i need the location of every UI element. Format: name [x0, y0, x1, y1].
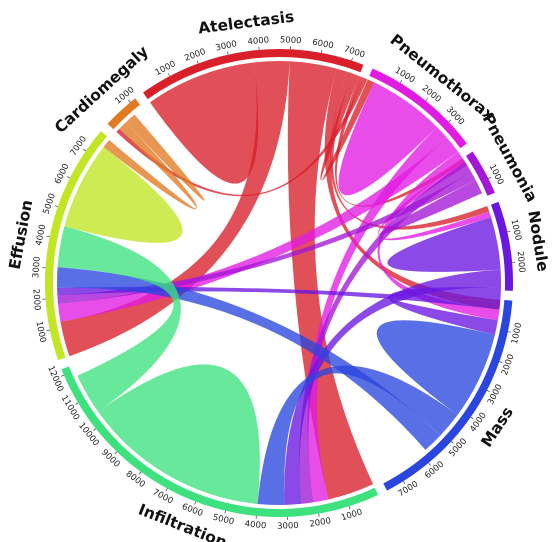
tick-mark-mass-4000 — [470, 416, 474, 420]
ribbon-nodule-effusion — [57, 286, 501, 310]
tick-mark-atelectasis-3000 — [227, 51, 229, 55]
ribbon-atelectasis-pneumothorax — [320, 73, 375, 181]
tick-label-nodule-1000: 1000 — [508, 218, 522, 241]
tick-label-atelectasis-3000: 3000 — [215, 39, 238, 53]
group-label-mass: Mass — [478, 404, 517, 451]
ribbon-infiltration-effusion — [57, 226, 181, 412]
tick-label-infiltration-12000: 12000 — [45, 364, 65, 393]
tick-mark-effusion-5000 — [54, 205, 58, 208]
group-arc-atelectasis[interactable] — [143, 49, 364, 100]
ribbon-cardiomegaly-cardiomegaly — [125, 114, 205, 201]
group-arc-pneumonia[interactable] — [465, 151, 495, 196]
ribbon-atelectasis-atelectasis — [150, 62, 259, 184]
group-arcs-layer — [45, 49, 513, 517]
tick-mark-infiltration-10000 — [93, 428, 97, 431]
tick-mark-infiltration-11000 — [75, 402, 79, 405]
tick-label-infiltration-3000: 3000 — [277, 521, 299, 532]
ribbon-atelectasis-nodule — [330, 71, 490, 230]
tick-mark-effusion-6000 — [67, 176, 71, 179]
tick-mark-infiltration-5000 — [224, 510, 226, 514]
ribbon-nodule-mass — [388, 287, 501, 335]
tick-label-mass-2000: 2000 — [500, 353, 517, 377]
tick-label-effusion-1000: 1000 — [33, 320, 47, 343]
tick-label-atelectasis-5000: 5000 — [280, 35, 302, 46]
group-arc-cardiomegaly[interactable] — [107, 98, 141, 130]
tick-label-infiltration-5000: 5000 — [212, 513, 235, 528]
tick-label-atelectasis-2000: 2000 — [183, 47, 207, 64]
tick-label-atelectasis-4000: 4000 — [247, 35, 269, 47]
tick-label-effusion-4000: 4000 — [34, 224, 48, 247]
tick-mark-infiltration-12000 — [61, 374, 65, 377]
tick-label-atelectasis-7000: 7000 — [342, 44, 366, 60]
tick-mark-effusion-7000 — [83, 148, 87, 152]
group-arc-effusion[interactable] — [45, 131, 108, 361]
ribbon-nodule-nodule — [387, 217, 501, 272]
ribbons-layer — [57, 61, 501, 506]
tick-mark-cardiomegaly-1000 — [128, 99, 131, 103]
tick-mark-infiltration-7000 — [165, 488, 168, 492]
tick-label-infiltration-4000: 4000 — [244, 519, 267, 531]
tick-label-infiltration-1000: 1000 — [340, 507, 364, 523]
tick-mark-mass-1000 — [507, 331, 511, 333]
tick-mark-infiltration-1000 — [348, 506, 351, 510]
tick-mark-pneumothorax-3000 — [448, 119, 452, 123]
tick-mark-atelectasis-6000 — [320, 49, 323, 53]
tick-label-effusion-3000: 3000 — [31, 256, 42, 278]
tick-mark-nodule-1000 — [507, 230, 511, 233]
tick-mark-mass-2000 — [499, 361, 503, 363]
tick-mark-mass-3000 — [486, 389, 490, 392]
tick-mark-infiltration-9000 — [114, 451, 118, 455]
tick-mark-mass-6000 — [428, 462, 431, 466]
group-arc-nodule[interactable] — [490, 201, 513, 291]
tick-label-infiltration-2000: 2000 — [309, 516, 332, 530]
ribbon-pneumothorax-effusion — [58, 137, 459, 322]
tick-mark-infiltration-8000 — [138, 471, 142, 475]
group-arc-pneumothorax[interactable] — [369, 68, 467, 149]
tick-mark-atelectasis-7000 — [351, 57, 353, 61]
ribbon-mass-effusion — [57, 267, 441, 450]
tick-mark-infiltration-6000 — [194, 501, 196, 505]
tick-mark-pneumothorax-1000 — [399, 80, 403, 84]
ribbon-infiltration-infiltration — [98, 364, 260, 504]
ribbon-pneumothorax-pneumothorax — [338, 82, 437, 196]
group-arc-infiltration[interactable] — [61, 366, 379, 517]
tick-mark-atelectasis-1000 — [167, 73, 170, 77]
ribbon-mass-mass — [376, 320, 495, 415]
tick-mark-effusion-1000 — [46, 329, 50, 331]
group-label-nodule: Nodule — [524, 209, 552, 273]
tick-mark-pneumonia-1000 — [488, 176, 492, 179]
tick-mark-pneumothorax-2000 — [425, 98, 428, 102]
ribbon-mass-infiltration — [257, 365, 458, 506]
tick-mark-infiltration-2000 — [318, 513, 320, 517]
tick-label-mass-1000: 1000 — [510, 322, 524, 345]
tick-label-effusion-5000: 5000 — [42, 192, 59, 216]
tick-mark-mass-7000 — [402, 481, 406, 485]
tick-mark-mass-5000 — [450, 441, 454, 444]
tick-mark-atelectasis-2000 — [196, 60, 199, 64]
tick-label-nodule-2000: 2000 — [515, 251, 527, 273]
ribbon-effusion-effusion — [64, 146, 183, 243]
tick-mark-effusion-4000 — [46, 235, 50, 238]
tick-label-atelectasis-6000: 6000 — [311, 38, 334, 52]
group-label-atelectasis: Atelectasis — [197, 8, 295, 38]
tick-label-effusion-2000: 2000 — [30, 289, 41, 311]
ribbon-pneumonia-pneumonia — [378, 179, 483, 236]
